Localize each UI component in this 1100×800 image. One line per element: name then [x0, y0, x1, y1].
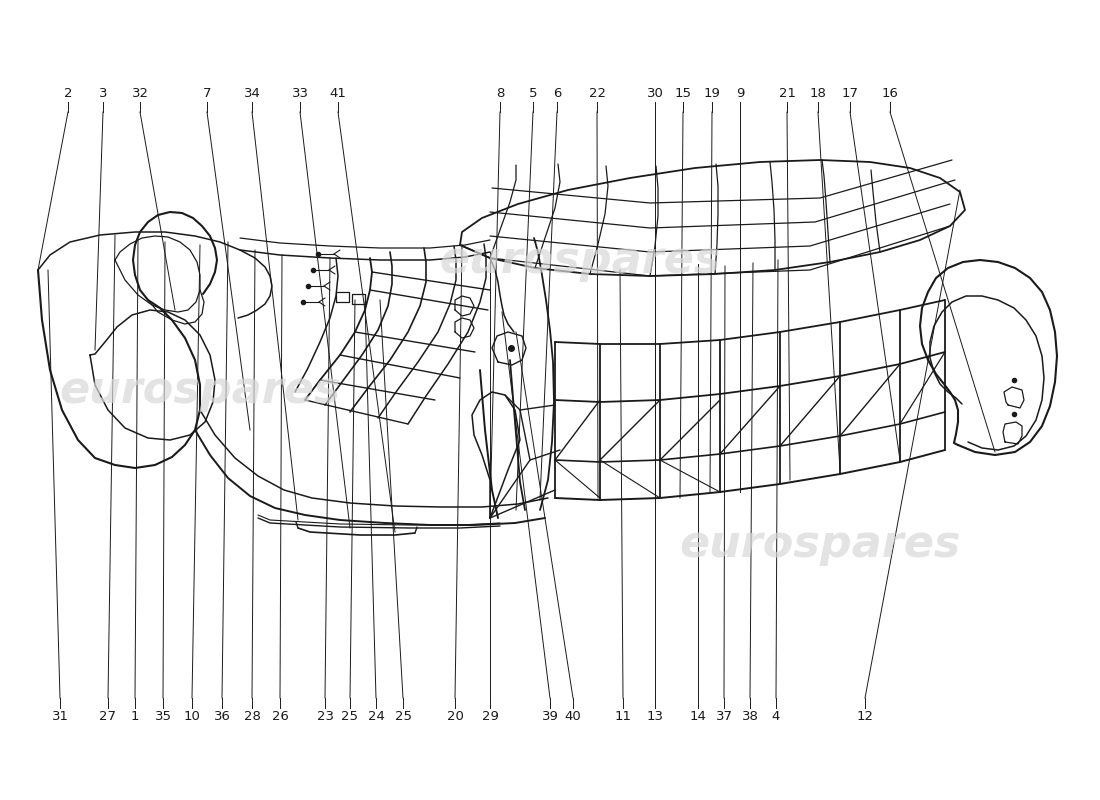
Text: 7: 7	[202, 87, 211, 100]
Text: 9: 9	[736, 87, 745, 100]
Text: 28: 28	[243, 710, 261, 723]
Text: 26: 26	[272, 710, 288, 723]
Text: 23: 23	[317, 710, 333, 723]
Text: 22: 22	[588, 87, 605, 100]
Text: eurospares: eurospares	[59, 369, 341, 411]
Text: 20: 20	[447, 710, 463, 723]
Text: 1: 1	[131, 710, 140, 723]
Text: 37: 37	[715, 710, 733, 723]
Text: 38: 38	[741, 710, 758, 723]
Text: 10: 10	[184, 710, 200, 723]
Text: 17: 17	[842, 87, 858, 100]
Text: 24: 24	[367, 710, 384, 723]
Text: 16: 16	[881, 87, 899, 100]
Text: 34: 34	[243, 87, 261, 100]
Text: 40: 40	[564, 710, 582, 723]
Text: 41: 41	[330, 87, 346, 100]
Text: 27: 27	[99, 710, 117, 723]
Text: 39: 39	[541, 710, 559, 723]
Text: 5: 5	[529, 87, 537, 100]
Text: 25: 25	[341, 710, 359, 723]
Text: 36: 36	[213, 710, 230, 723]
Text: 2: 2	[64, 87, 73, 100]
Text: 33: 33	[292, 87, 308, 100]
Text: 30: 30	[647, 87, 663, 100]
Text: 3: 3	[99, 87, 108, 100]
Text: 21: 21	[779, 87, 795, 100]
Text: 12: 12	[857, 710, 873, 723]
Text: 19: 19	[704, 87, 720, 100]
Text: 8: 8	[496, 87, 504, 100]
Text: 6: 6	[553, 87, 561, 100]
Text: 29: 29	[482, 710, 498, 723]
Text: 15: 15	[674, 87, 692, 100]
Text: 31: 31	[52, 710, 68, 723]
Text: 4: 4	[772, 710, 780, 723]
Text: 18: 18	[810, 87, 826, 100]
Text: 35: 35	[154, 710, 172, 723]
Text: 13: 13	[647, 710, 663, 723]
Text: 32: 32	[132, 87, 148, 100]
Text: 25: 25	[395, 710, 411, 723]
Text: 14: 14	[690, 710, 706, 723]
Text: eurospares: eurospares	[680, 523, 960, 566]
Text: eurospares: eurospares	[439, 238, 720, 282]
Text: 11: 11	[615, 710, 631, 723]
